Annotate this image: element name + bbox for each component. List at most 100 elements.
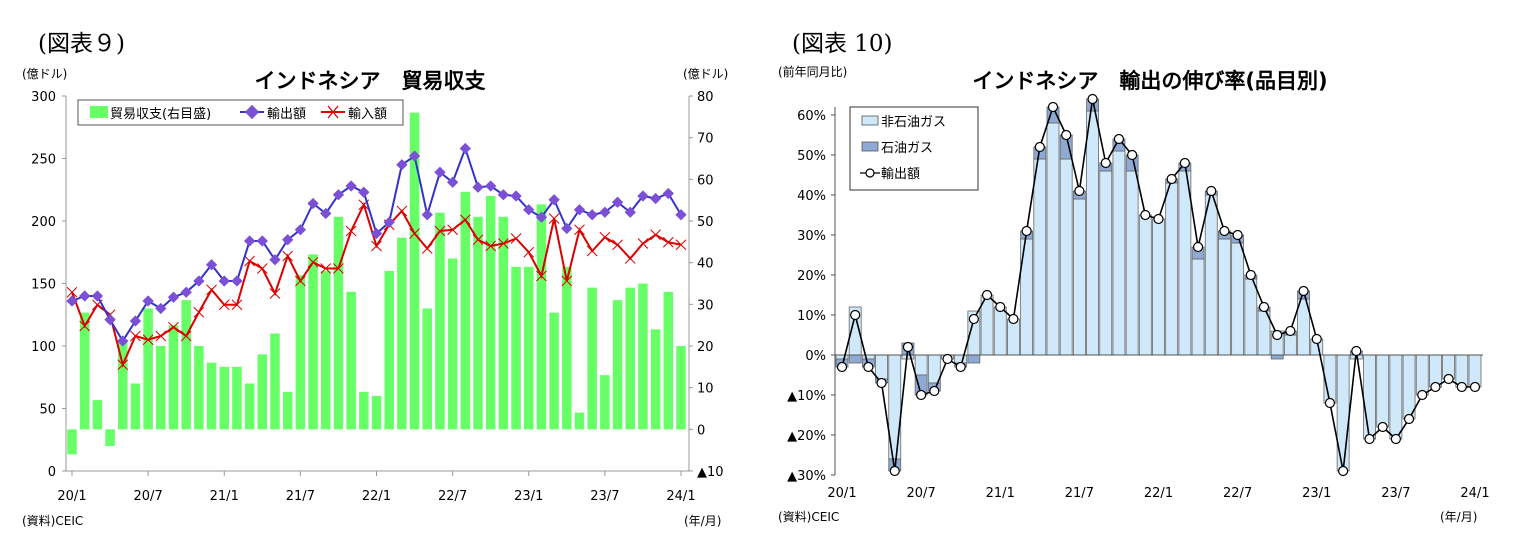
total-exports-point bbox=[863, 361, 874, 373]
total-exports-point bbox=[1403, 413, 1415, 425]
chart1-x-tick-label: 20/1 bbox=[57, 489, 86, 504]
total-exports-point bbox=[1469, 381, 1481, 393]
total-exports-point bbox=[1456, 381, 1467, 393]
total-exports-point bbox=[916, 389, 927, 401]
legend-balance-label: 貿易収支(右目盛) bbox=[110, 107, 211, 122]
total-exports-point bbox=[995, 301, 1006, 313]
balance-bar bbox=[156, 346, 166, 430]
trade-balance-chart: インドネシア 貿易収支 (億ドル) (億ドル) (資料)CEIC (年/月) 0… bbox=[22, 67, 728, 528]
legend-non-oil-gas-swatch bbox=[861, 115, 879, 126]
exports-point bbox=[205, 259, 218, 271]
balance-bar bbox=[346, 291, 356, 430]
chart1-right-tick-label: 60 bbox=[697, 173, 714, 188]
balance-bar bbox=[574, 412, 585, 430]
chart2-x-tick-label: 24/1 bbox=[1460, 486, 1489, 501]
figure-label-9: (図表９) bbox=[38, 31, 125, 57]
balance-bar bbox=[359, 391, 369, 430]
balance-bar bbox=[524, 266, 534, 430]
exports-point bbox=[294, 224, 307, 236]
chart2-y-tick-label: ▲10% bbox=[787, 389, 826, 404]
non-oil-gas-bar bbox=[1376, 354, 1390, 428]
non-oil-gas-bar bbox=[1283, 334, 1297, 356]
balance-bar bbox=[663, 291, 674, 430]
imports-point bbox=[117, 359, 129, 371]
balance-bar bbox=[435, 212, 445, 430]
total-exports-point bbox=[981, 289, 993, 301]
balance-bar bbox=[676, 346, 686, 430]
imports-point bbox=[231, 299, 243, 311]
non-oil-gas-bar bbox=[1138, 214, 1152, 356]
total-exports-point bbox=[1298, 285, 1309, 297]
balance-bar bbox=[422, 308, 432, 430]
imports-point bbox=[371, 240, 382, 252]
chart2-x-tick-label: 23/1 bbox=[1302, 486, 1331, 501]
exports-point bbox=[675, 209, 687, 221]
balance-bar bbox=[447, 258, 458, 430]
non-oil-gas-bar bbox=[1363, 354, 1376, 440]
balance-bar bbox=[130, 383, 141, 430]
total-exports-point bbox=[1443, 373, 1454, 385]
exports-point bbox=[561, 222, 573, 235]
exports-point bbox=[269, 254, 281, 266]
exports-point bbox=[472, 181, 484, 193]
chart2-y-tick-label: 0% bbox=[805, 349, 826, 364]
balance-bar bbox=[143, 308, 153, 430]
chart2-title: インドネシア 輸出の伸び率(品目別) bbox=[972, 69, 1327, 93]
balance-bar bbox=[511, 266, 521, 430]
imports-point bbox=[472, 234, 484, 246]
total-exports-point bbox=[1390, 433, 1401, 445]
non-oil-gas-bar bbox=[1402, 354, 1416, 420]
chart2-x-tick-label: 22/7 bbox=[1223, 486, 1252, 501]
chart2-y-tick-label: 30% bbox=[797, 229, 826, 244]
chart1-x-tick-label: 23/1 bbox=[514, 489, 543, 504]
imports-point bbox=[256, 263, 268, 274]
chart1-right-tick-label: ▲10 bbox=[697, 465, 724, 480]
balance-bar bbox=[473, 216, 483, 430]
imports-point bbox=[447, 224, 458, 236]
total-exports-point bbox=[1034, 141, 1045, 153]
exports-point bbox=[282, 234, 294, 246]
total-exports-point bbox=[836, 361, 848, 373]
non-oil-gas-bar bbox=[1072, 198, 1086, 356]
non-oil-gas-bar bbox=[1046, 122, 1060, 356]
imports-point bbox=[295, 275, 306, 287]
imports-point bbox=[282, 250, 294, 262]
imports-point bbox=[396, 205, 408, 217]
total-exports-point bbox=[1377, 421, 1388, 433]
chart1-left-unit: (億ドル) bbox=[22, 67, 67, 81]
total-exports-point bbox=[1311, 333, 1322, 345]
non-oil-gas-bar bbox=[1218, 238, 1231, 356]
imports-point bbox=[320, 263, 332, 274]
non-oil-gas-bar bbox=[1007, 318, 1020, 356]
non-oil-gas-bar bbox=[875, 354, 888, 380]
exports-point bbox=[396, 159, 408, 171]
legend-non-oil-gas-label: 非石油ガス bbox=[881, 115, 946, 130]
total-exports-point bbox=[968, 313, 979, 325]
chart1-right-tick-label: 70 bbox=[697, 132, 714, 147]
chart1-x-tick-label: 21/7 bbox=[286, 489, 315, 504]
imports-point bbox=[459, 214, 471, 226]
total-exports-point bbox=[1127, 149, 1138, 161]
exports-point bbox=[256, 235, 268, 247]
non-oil-gas-bar bbox=[1086, 110, 1099, 356]
imports-point bbox=[548, 213, 560, 224]
chart1-right-tick-label: 50 bbox=[697, 215, 714, 230]
exports-point bbox=[193, 275, 205, 287]
exports-point bbox=[243, 235, 256, 247]
balance-bar bbox=[498, 216, 509, 430]
oil-gas-bar bbox=[848, 354, 862, 364]
chart1-right-tick-label: 40 bbox=[697, 257, 714, 272]
non-oil-gas-bar bbox=[1152, 218, 1165, 356]
balance-bar bbox=[308, 254, 318, 430]
chart2-y-tick-label: ▲30% bbox=[787, 469, 826, 484]
balance-bar bbox=[460, 191, 471, 430]
legend-total-marker bbox=[865, 168, 875, 178]
balance-bar bbox=[79, 312, 90, 430]
total-exports-point bbox=[1285, 325, 1296, 337]
imports-point bbox=[662, 236, 674, 248]
chart2-y-tick-label: ▲20% bbox=[787, 429, 826, 444]
balance-bar bbox=[282, 391, 293, 430]
chart1-source: (資料)CEIC bbox=[22, 514, 83, 528]
balance-bar bbox=[333, 216, 344, 430]
imports-point bbox=[536, 270, 547, 282]
